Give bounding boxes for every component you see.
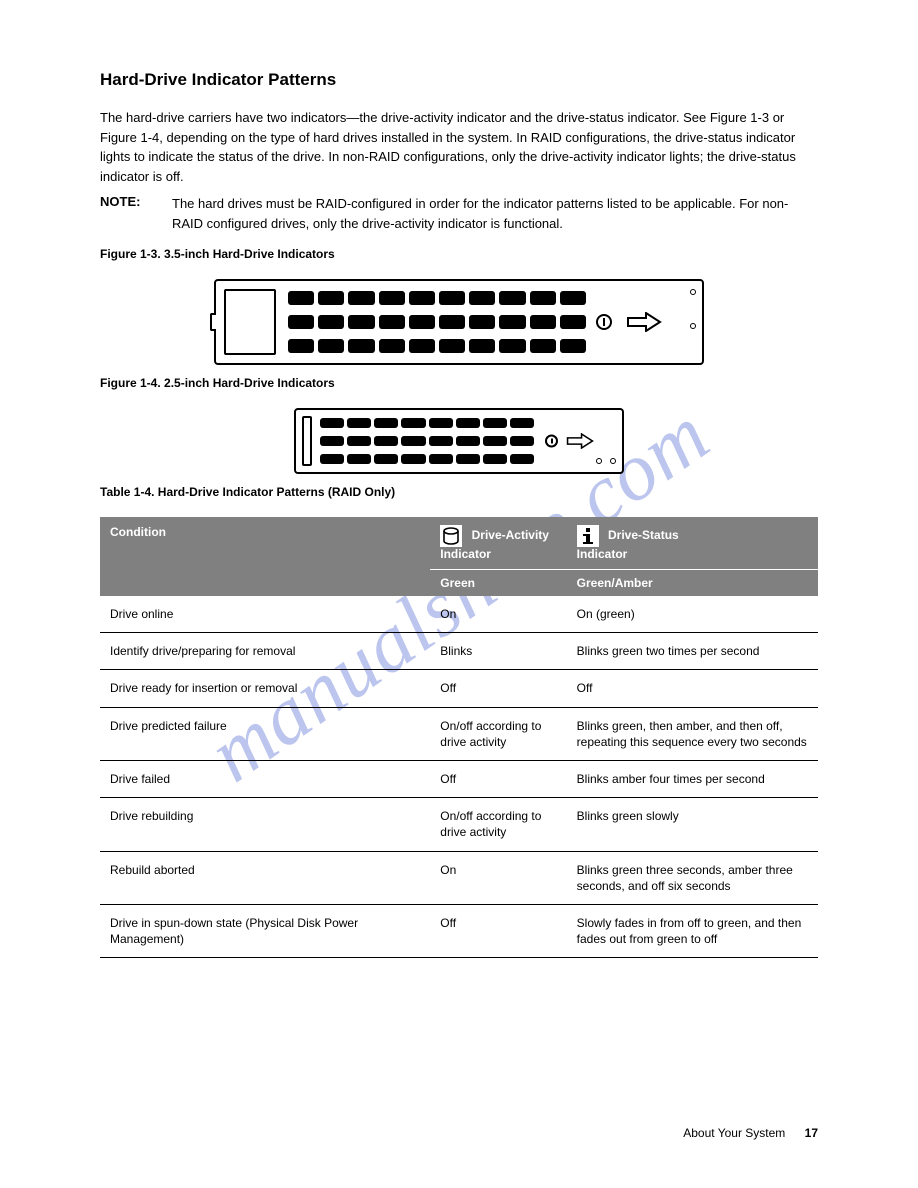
- cell-status: Off: [567, 670, 818, 707]
- cell-activity: Blinks: [430, 633, 566, 670]
- cell-condition: Drive rebuilding: [100, 798, 430, 851]
- table-row: Drive failed Off Blinks amber four times…: [100, 760, 818, 797]
- cell-status: On (green): [567, 596, 818, 633]
- th-green-amber: Green/Amber: [567, 570, 818, 597]
- cell-status: Blinks green two times per second: [567, 633, 818, 670]
- th-status-line2: Indicator: [577, 547, 628, 561]
- cell-activity: On/off according to drive activity: [430, 798, 566, 851]
- cell-activity: On: [430, 596, 566, 633]
- cell-activity: Off: [430, 760, 566, 797]
- table-row: Identify drive/preparing for removal Bli…: [100, 633, 818, 670]
- th-status-line1: Drive-Status: [608, 528, 679, 542]
- cell-condition: Rebuild aborted: [100, 851, 430, 904]
- led-indicator-icon: [690, 323, 696, 329]
- footer-text: About Your System: [683, 1126, 785, 1140]
- cell-activity: Off: [430, 904, 566, 957]
- page-footer: About Your System 17: [100, 1126, 818, 1140]
- cell-condition: Drive in spun-down state (Physical Disk …: [100, 904, 430, 957]
- cell-status: Slowly fades in from off to green, and t…: [567, 904, 818, 957]
- led-indicator-icon: [690, 289, 696, 295]
- table-row: Rebuild aborted On Blinks green three se…: [100, 851, 818, 904]
- th-activity-line2: Indicator: [440, 547, 491, 561]
- cell-condition: Drive predicted failure: [100, 707, 430, 760]
- th-activity-line1: Drive-Activity: [472, 528, 549, 542]
- indicator-table: Condition Drive-Activity Indicator: [100, 517, 818, 958]
- table-caption: Table 1-4. Hard-Drive Indicator Patterns…: [100, 485, 818, 499]
- cell-condition: Drive online: [100, 596, 430, 633]
- figure1: [100, 279, 818, 370]
- note-text: The hard drives must be RAID-configured …: [172, 194, 818, 233]
- cell-condition: Identify drive/preparing for removal: [100, 633, 430, 670]
- figure2: [100, 408, 818, 479]
- drive-bezel-35: [214, 279, 704, 365]
- cell-activity: Off: [430, 670, 566, 707]
- table-row: Drive ready for insertion or removal Off…: [100, 670, 818, 707]
- th-status: Drive-Status Indicator: [567, 517, 818, 570]
- led-indicator-icon: [596, 458, 602, 464]
- table-row: Drive predicted failure On/off according…: [100, 707, 818, 760]
- cell-status: Blinks green slowly: [567, 798, 818, 851]
- cell-activity: On/off according to drive activity: [430, 707, 566, 760]
- footer-page-number: 17: [805, 1126, 818, 1140]
- section-heading: Hard-Drive Indicator Patterns: [100, 70, 818, 90]
- table-row: Drive rebuilding On/off according to dri…: [100, 798, 818, 851]
- table-body: Drive online On On (green) Identify driv…: [100, 596, 818, 958]
- cell-status: Blinks amber four times per second: [567, 760, 818, 797]
- drive-cylinder-icon: [440, 525, 462, 547]
- eject-arrow-icon: [566, 433, 594, 449]
- th-condition: Condition: [100, 517, 430, 596]
- page-content: Hard-Drive Indicator Patterns The hard-d…: [0, 0, 918, 1018]
- table-row: Drive in spun-down state (Physical Disk …: [100, 904, 818, 957]
- eject-arrow-icon: [626, 312, 662, 332]
- note-block: NOTE: The hard drives must be RAID-confi…: [100, 194, 818, 233]
- figure2-caption: Figure 1-4. 2.5-inch Hard-Drive Indicato…: [100, 376, 818, 390]
- cell-condition: Drive ready for insertion or removal: [100, 670, 430, 707]
- info-icon: [577, 525, 599, 547]
- cell-status: Blinks green three seconds, amber three …: [567, 851, 818, 904]
- cell-activity: On: [430, 851, 566, 904]
- th-activity: Drive-Activity Indicator: [430, 517, 566, 570]
- cell-status: Blinks green, then amber, and then off, …: [567, 707, 818, 760]
- th-green: Green: [430, 570, 566, 597]
- figure1-caption: Figure 1-3. 3.5-inch Hard-Drive Indicato…: [100, 247, 818, 261]
- drive-bezel-25: [294, 408, 624, 474]
- intro-paragraph: The hard-drive carriers have two indicat…: [100, 108, 818, 186]
- note-label: NOTE:: [100, 194, 152, 233]
- led-indicator-icon: [610, 458, 616, 464]
- cell-condition: Drive failed: [100, 760, 430, 797]
- table-row: Drive online On On (green): [100, 596, 818, 633]
